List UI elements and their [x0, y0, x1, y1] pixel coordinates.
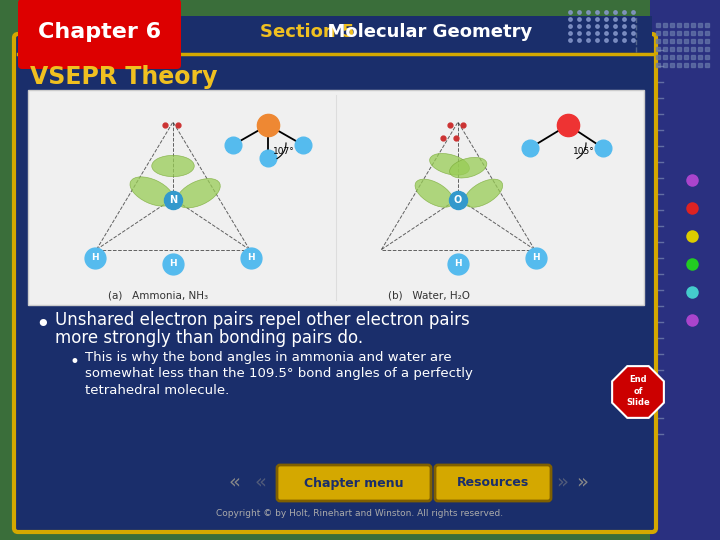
Text: «: « — [254, 472, 266, 491]
Text: •: • — [35, 313, 50, 337]
Text: End
of
Slide: End of Slide — [626, 375, 650, 407]
Text: O: O — [454, 195, 462, 205]
FancyBboxPatch shape — [435, 465, 551, 501]
Text: Chapter 6: Chapter 6 — [38, 22, 161, 42]
Ellipse shape — [152, 156, 194, 177]
Text: This is why the bond angles in ammonia and water are: This is why the bond angles in ammonia a… — [85, 352, 451, 365]
Bar — [28, 90, 644, 305]
FancyBboxPatch shape — [277, 465, 431, 501]
Ellipse shape — [130, 177, 174, 206]
Text: more strongly than bonding pairs do.: more strongly than bonding pairs do. — [55, 329, 363, 347]
Text: H: H — [169, 260, 177, 268]
Text: Section 5: Section 5 — [260, 23, 354, 41]
Text: H: H — [532, 253, 540, 262]
Text: »: » — [576, 472, 588, 491]
Bar — [18, 16, 652, 52]
Text: somewhat less than the 109.5° bond angles of a perfectly: somewhat less than the 109.5° bond angle… — [85, 368, 473, 381]
Text: «: « — [229, 472, 241, 491]
Text: (b)   Water, H₂O: (b) Water, H₂O — [388, 290, 470, 300]
Text: Unshared electron pairs repel other electron pairs: Unshared electron pairs repel other elec… — [55, 311, 469, 329]
Ellipse shape — [415, 179, 454, 207]
Ellipse shape — [464, 179, 503, 207]
Ellipse shape — [449, 157, 487, 178]
Text: H: H — [247, 253, 255, 262]
Text: N: N — [169, 195, 177, 205]
Text: H: H — [454, 260, 462, 268]
Text: H: H — [91, 253, 99, 262]
Text: 105°: 105° — [573, 147, 595, 156]
Text: VSEPR Theory: VSEPR Theory — [30, 65, 217, 89]
Text: (a)   Ammonia, NH₃: (a) Ammonia, NH₃ — [108, 290, 208, 300]
Ellipse shape — [176, 179, 220, 208]
Text: Copyright © by Holt, Rinehart and Winston. All rights reserved.: Copyright © by Holt, Rinehart and Winsto… — [217, 510, 503, 518]
Text: tetrahedral molecule.: tetrahedral molecule. — [85, 383, 229, 396]
FancyBboxPatch shape — [14, 34, 656, 532]
FancyBboxPatch shape — [18, 0, 181, 69]
Text: Resources: Resources — [457, 476, 529, 489]
Text: Chapter menu: Chapter menu — [305, 476, 404, 489]
Ellipse shape — [430, 153, 469, 175]
Bar — [650, 0, 720, 540]
Text: •: • — [70, 353, 80, 371]
Text: »: » — [556, 472, 568, 491]
Text: Molecular Geometry: Molecular Geometry — [315, 23, 532, 41]
Text: 107°: 107° — [273, 147, 294, 156]
